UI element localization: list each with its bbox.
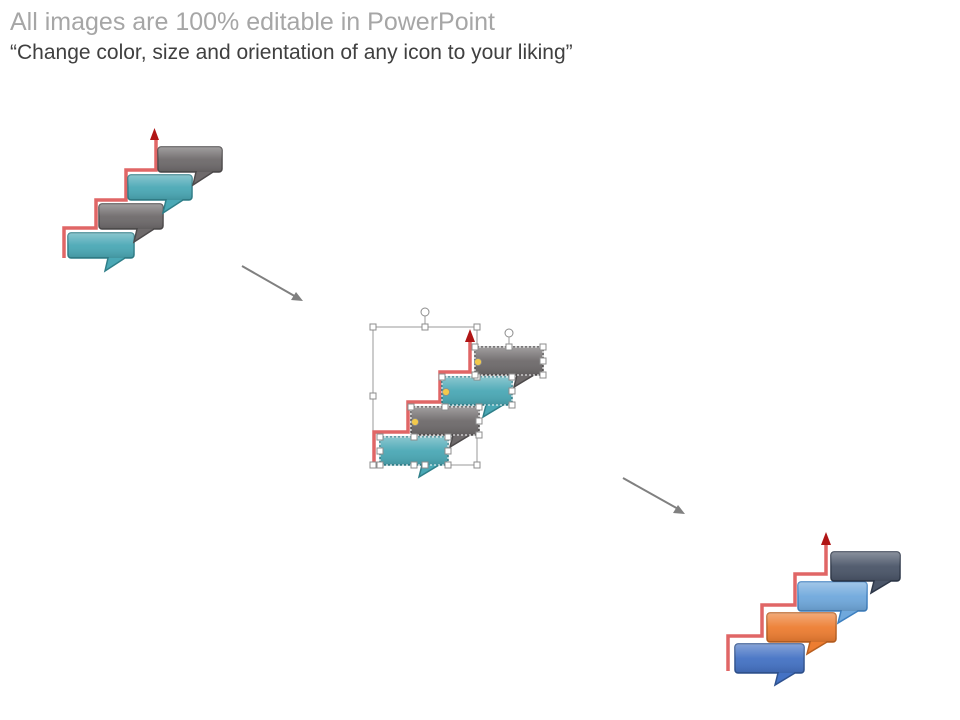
speech-bubble-4[interactable]: [830, 551, 901, 595]
step-line: [372, 342, 472, 466]
speech-bubble-2[interactable]: [766, 612, 837, 656]
speech-bubble-2[interactable]: [410, 406, 480, 449]
speech-bubble-1[interactable]: [379, 436, 449, 479]
arrow-to-selected: [241, 265, 303, 301]
arrow-head-icon: [821, 532, 831, 545]
arrow-head-icon: [150, 128, 159, 140]
rotate-handle[interactable]: [420, 307, 430, 317]
bubble-rotate-handle[interactable]: [504, 328, 514, 344]
speech-bubble-1[interactable]: [67, 232, 135, 273]
speech-bubble-1[interactable]: [734, 643, 805, 687]
original-staircase[interactable]: [62, 128, 223, 273]
speech-bubble-3[interactable]: [127, 174, 193, 215]
adjust-handles[interactable]: [411, 358, 482, 426]
speech-bubble-4[interactable]: [157, 146, 223, 187]
slide-subtitle: “Change color, size and orientation of a…: [10, 41, 573, 64]
recolored-staircase[interactable]: [726, 532, 901, 687]
speech-bubble-3[interactable]: [797, 581, 868, 625]
arrow-to-recolored: [622, 477, 685, 514]
selected-staircase[interactable]: [369, 307, 547, 479]
slide-title: All images are 100% editable in PowerPoi…: [10, 8, 495, 36]
arrow-head-icon: [465, 329, 475, 342]
step-line: [726, 545, 828, 671]
resize-handles[interactable]: [369, 323, 547, 469]
speech-bubble-2[interactable]: [98, 203, 164, 244]
step-line: [62, 140, 158, 258]
